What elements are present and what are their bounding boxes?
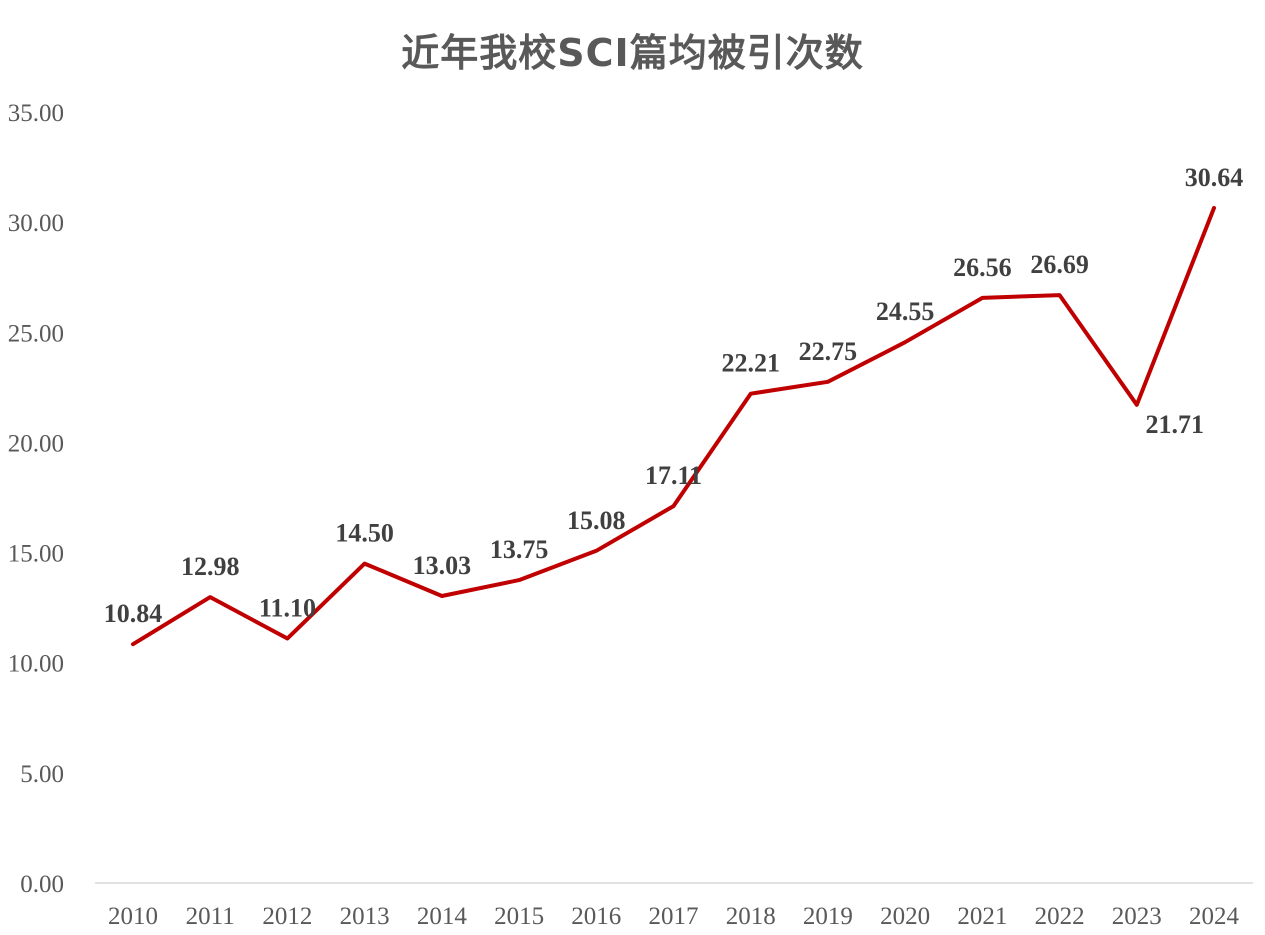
x-tick-label: 2010 bbox=[108, 903, 158, 930]
x-tick-label: 2012 bbox=[262, 903, 312, 930]
y-tick-label: 25.00 bbox=[8, 320, 64, 347]
x-tick-label: 2016 bbox=[571, 903, 621, 930]
x-tick-label: 2020 bbox=[880, 903, 930, 930]
y-axis-labels: 0.00 5.00 10.00 15.00 20.00 25.00 30.00 35.00 bbox=[8, 100, 64, 898]
data-label: 26.69 bbox=[1030, 250, 1089, 279]
data-label: 17.11 bbox=[645, 461, 702, 490]
data-label: 26.56 bbox=[953, 253, 1012, 282]
data-label: 22.21 bbox=[721, 349, 780, 378]
x-tick-label: 2022 bbox=[1035, 903, 1085, 930]
x-tick-label: 2021 bbox=[957, 903, 1007, 930]
x-tick-label: 2018 bbox=[726, 903, 776, 930]
x-tick-label: 2019 bbox=[803, 903, 853, 930]
data-label: 14.50 bbox=[335, 519, 394, 548]
x-tick-label: 2014 bbox=[417, 903, 468, 930]
x-axis-labels: 2010 2011 2012 2013 2014 2015 2016 2017 2018 2019… bbox=[108, 903, 1240, 930]
y-tick-label: 5.00 bbox=[20, 761, 64, 788]
x-tick-label: 2023 bbox=[1112, 903, 1162, 930]
chart-title: 近年我校SCI篇均被引次数 bbox=[401, 31, 864, 75]
x-tick-label: 2017 bbox=[649, 903, 699, 930]
data-label: 30.64 bbox=[1185, 163, 1244, 192]
x-tick-label: 2011 bbox=[186, 903, 235, 930]
y-tick-label: 35.00 bbox=[8, 100, 64, 127]
data-label: 10.84 bbox=[104, 599, 163, 628]
data-label: 21.71 bbox=[1146, 410, 1205, 439]
x-tick-label: 2015 bbox=[494, 903, 544, 930]
series-group bbox=[131, 206, 1216, 647]
data-label: 11.10 bbox=[259, 593, 316, 622]
data-labels: 10.84 12.98 11.10 14.50 13.03 13.75 15.08 17.11… bbox=[104, 163, 1244, 628]
data-label: 22.75 bbox=[799, 337, 858, 366]
data-label: 13.03 bbox=[413, 551, 472, 580]
data-label: 24.55 bbox=[876, 297, 935, 326]
y-tick-label: 30.00 bbox=[8, 210, 64, 237]
data-label: 12.98 bbox=[181, 552, 240, 581]
series-line bbox=[131, 206, 1216, 647]
y-tick-label: 10.00 bbox=[8, 651, 64, 678]
x-tick-label: 2013 bbox=[340, 903, 390, 930]
y-tick-label: 0.00 bbox=[20, 871, 64, 898]
data-label: 13.75 bbox=[490, 535, 549, 564]
y-tick-label: 20.00 bbox=[8, 430, 64, 457]
data-label: 15.08 bbox=[567, 506, 626, 535]
y-tick-label: 15.00 bbox=[8, 541, 64, 568]
x-tick-label: 2024 bbox=[1189, 903, 1240, 930]
